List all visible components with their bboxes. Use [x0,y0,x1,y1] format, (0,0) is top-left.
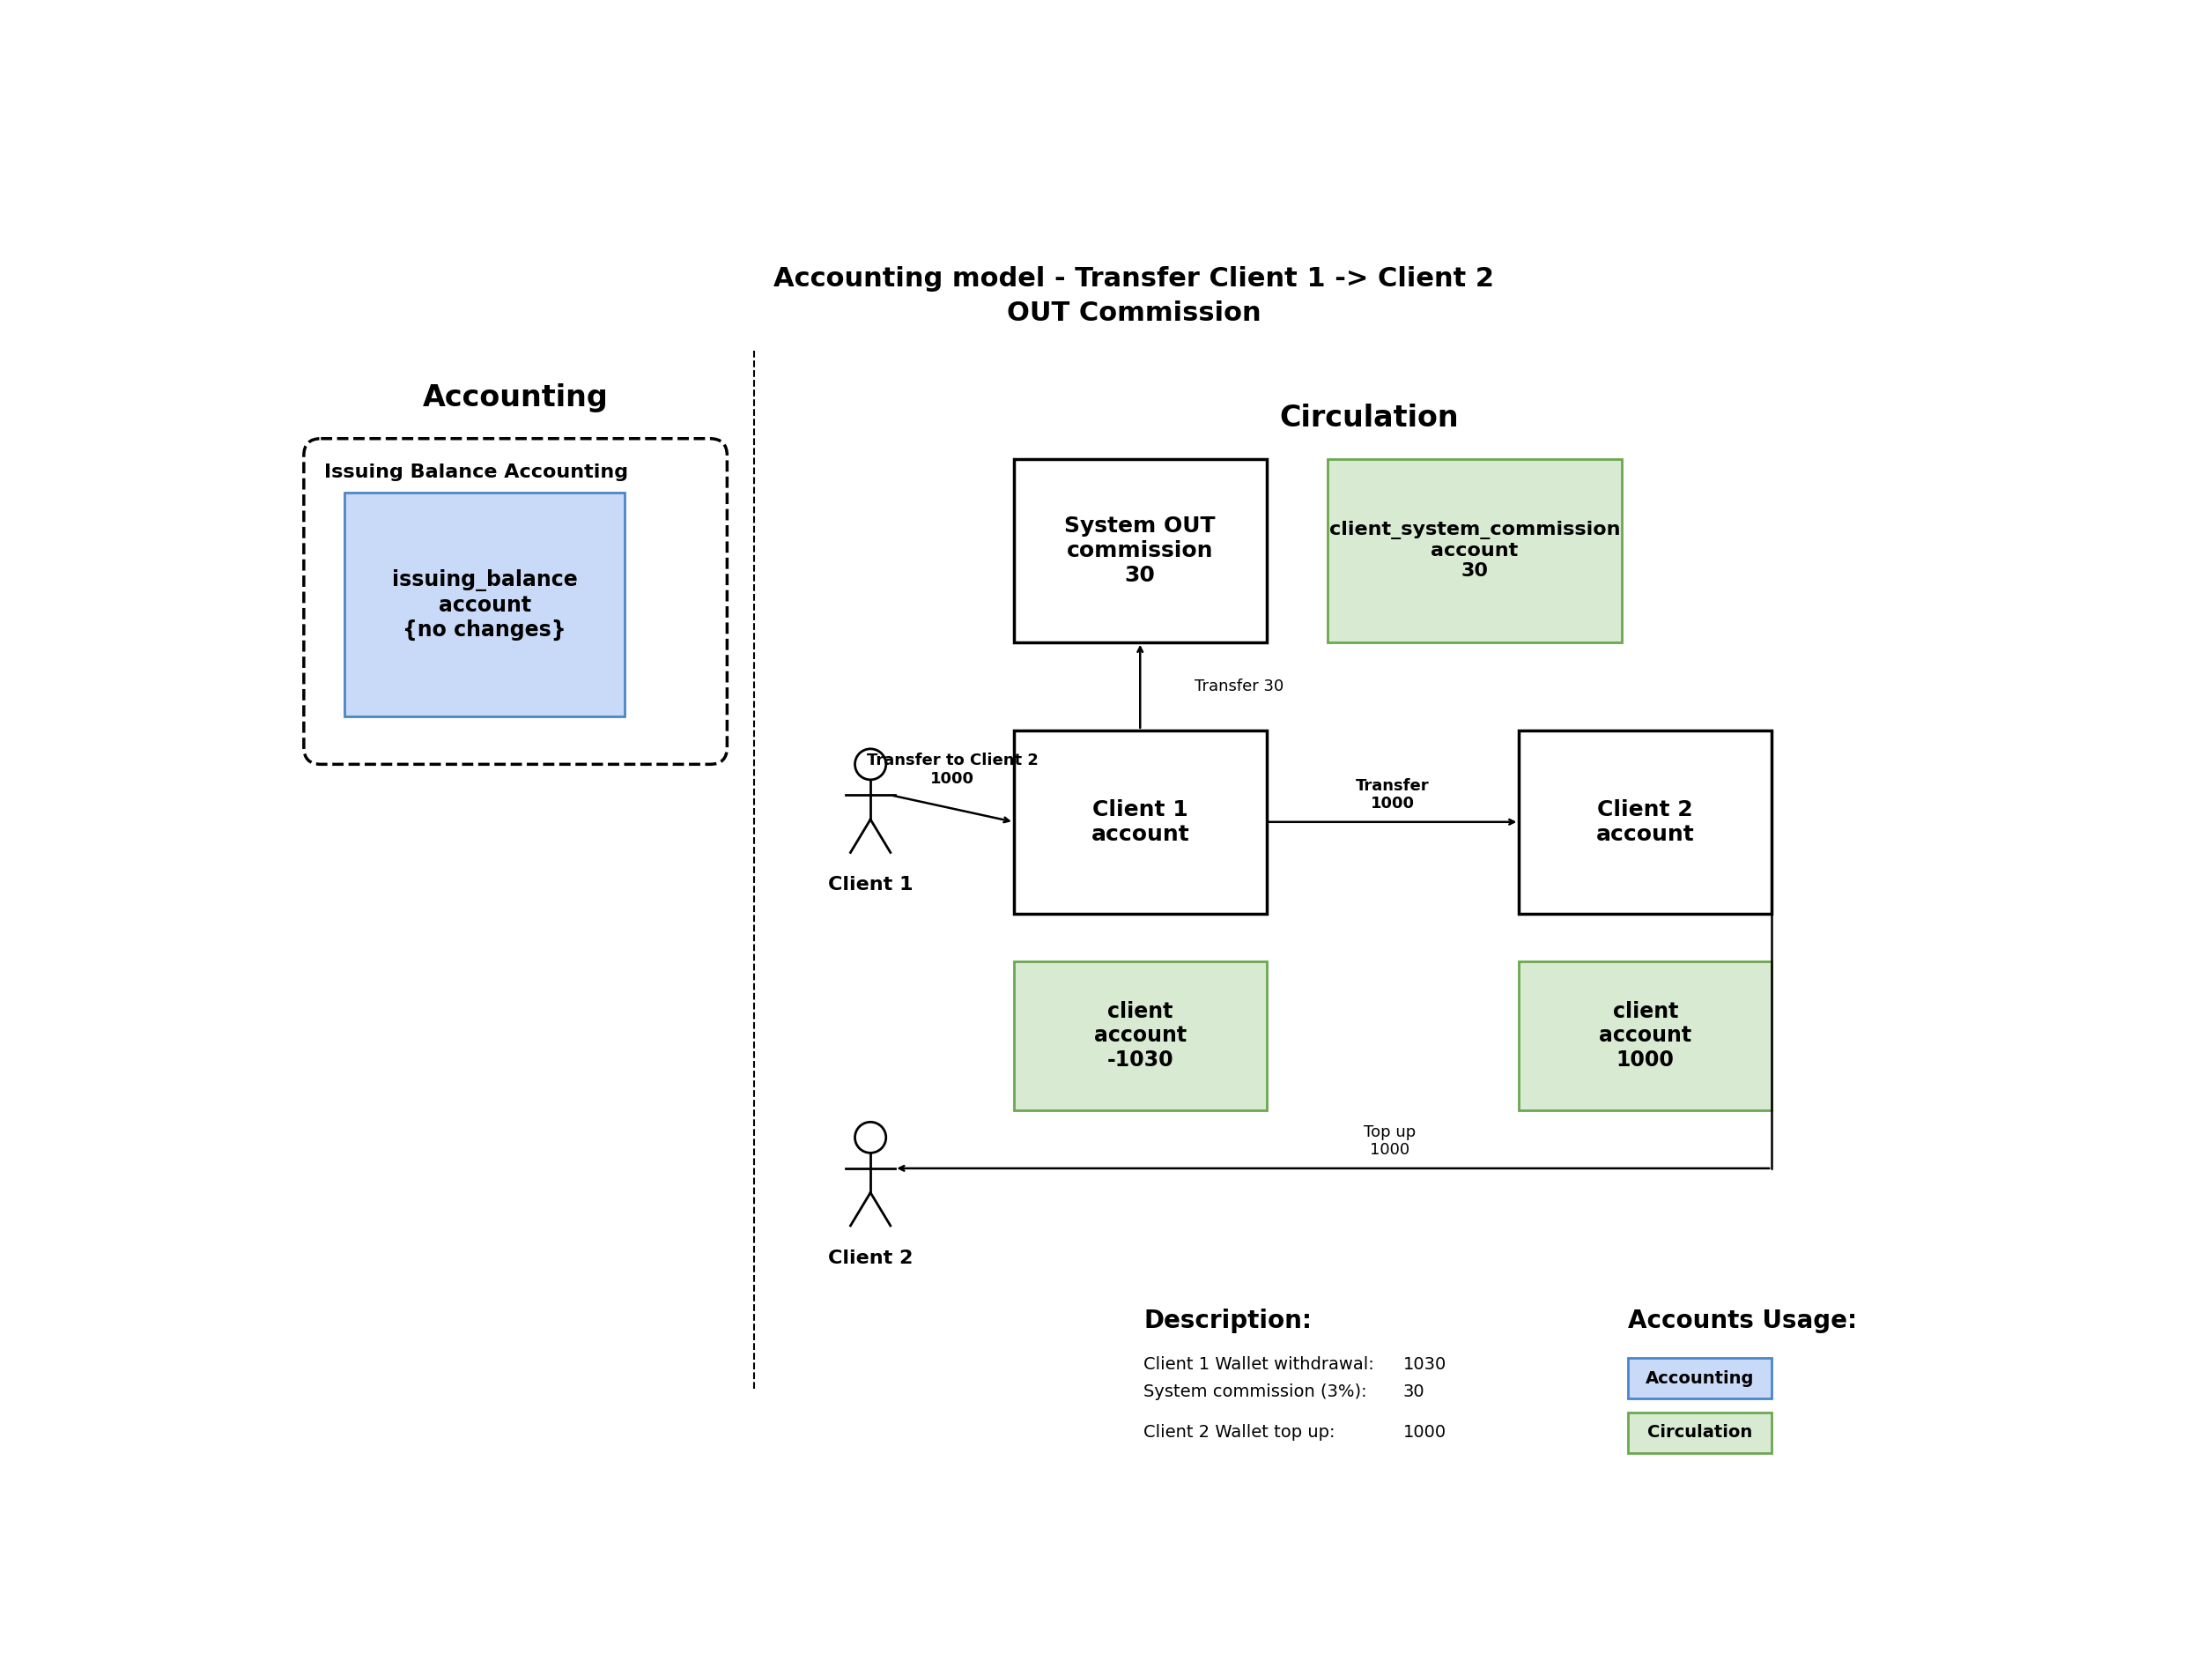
Text: 1030: 1030 [1402,1356,1447,1373]
Text: Client 2
account: Client 2 account [1597,799,1694,845]
Text: client
account
1000: client account 1000 [1599,1001,1692,1071]
Text: Client 1
account: Client 1 account [1091,799,1190,845]
Text: Transfer 30: Transfer 30 [1194,679,1283,694]
Bar [1520,960,1772,1110]
Text: issuing_balance
account
{no changes}: issuing_balance account {no changes} [392,570,577,640]
Text: client_system_commission
account
30: client_system_commission account 30 [1329,521,1619,580]
Text: Accounts Usage:: Accounts Usage: [1628,1309,1858,1332]
Text: Client 1: Client 1 [827,877,914,893]
Bar [1520,731,1772,913]
Text: 1000: 1000 [1402,1425,1447,1441]
Bar [345,493,624,717]
Text: OUT Commission: OUT Commission [1006,300,1261,325]
Text: Accounting model - Transfer Client 1 -> Client 2: Accounting model - Transfer Client 1 -> … [774,266,1493,292]
Bar [1628,1358,1772,1399]
Bar [1013,960,1267,1110]
Bar [1327,459,1621,642]
Text: Client 2: Client 2 [827,1249,914,1267]
Text: Transfer
1000: Transfer 1000 [1356,778,1429,811]
Text: Top up
1000: Top up 1000 [1363,1125,1416,1158]
Bar [1013,459,1267,642]
Text: Client 1 Wallet withdrawal:: Client 1 Wallet withdrawal: [1144,1356,1374,1373]
Text: Circulation: Circulation [1648,1425,1752,1441]
Text: System commission (3%):: System commission (3%): [1144,1383,1367,1399]
Text: Accounting: Accounting [422,384,608,412]
Text: System OUT
commission
30: System OUT commission 30 [1064,516,1217,585]
Text: Description:: Description: [1144,1309,1312,1332]
Text: Issuing Balance Accounting: Issuing Balance Accounting [325,464,628,481]
Text: Circulation: Circulation [1279,404,1458,432]
Text: Client 2 Wallet top up:: Client 2 Wallet top up: [1144,1425,1336,1441]
Text: Transfer to Client 2
1000: Transfer to Client 2 1000 [867,753,1037,786]
Text: Accounting: Accounting [1646,1369,1754,1386]
Text: client
account
-1030: client account -1030 [1093,1001,1186,1071]
Bar [1013,731,1267,913]
Bar [1628,1413,1772,1453]
FancyBboxPatch shape [303,439,728,764]
Text: 30: 30 [1402,1383,1425,1399]
